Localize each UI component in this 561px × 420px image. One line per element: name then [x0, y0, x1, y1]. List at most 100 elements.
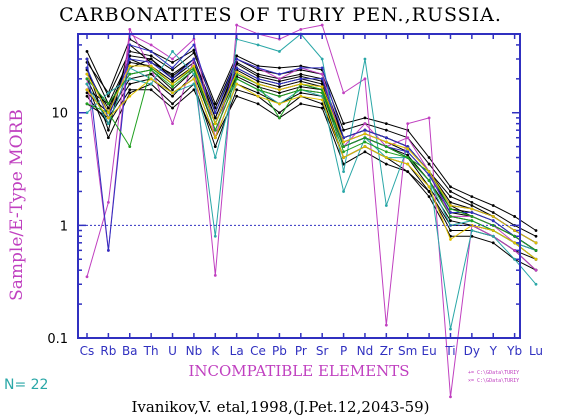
data-point [171, 122, 174, 126]
data-point [406, 136, 410, 140]
plot-frame [77, 33, 521, 339]
data-point [491, 204, 495, 207]
data-point [491, 223, 495, 227]
data-point [320, 72, 324, 76]
data-point [299, 77, 303, 81]
data-point [299, 72, 303, 76]
data-point [427, 156, 431, 159]
x-axis-label: INCOMPATIBLE ELEMENTS [188, 362, 410, 380]
data-point [342, 122, 345, 126]
data-point [320, 98, 324, 102]
data-point [449, 215, 452, 218]
data-point [363, 132, 367, 136]
data-point [256, 79, 260, 83]
data-point [299, 94, 303, 98]
data-point [427, 173, 431, 177]
data-point [149, 82, 153, 86]
data-point [363, 145, 367, 149]
data-point [149, 43, 153, 47]
data-point [213, 111, 217, 115]
data-point [427, 170, 431, 174]
data-point [299, 102, 303, 106]
data-point [235, 77, 239, 81]
data-point [106, 248, 110, 252]
data-point [278, 102, 281, 106]
data-point [363, 150, 367, 154]
data-point [513, 257, 517, 261]
data-point [491, 234, 495, 238]
data-point [278, 85, 281, 89]
data-point [299, 64, 303, 68]
data-point [320, 77, 324, 81]
data-point [149, 57, 153, 61]
series-line-20 [86, 69, 537, 260]
data-point [213, 102, 217, 106]
data-point [192, 64, 196, 68]
data-point [470, 204, 474, 207]
data-point [491, 219, 495, 223]
data-point [213, 234, 217, 238]
x-tick-label: Lu [529, 344, 543, 358]
y-tick-label: 1 [60, 219, 68, 234]
data-point [213, 116, 217, 120]
data-point [534, 248, 538, 252]
data-point [256, 94, 260, 98]
series-line-19 [86, 67, 537, 251]
data-point [85, 57, 89, 61]
data-point [470, 211, 474, 214]
series-line-5 [86, 73, 537, 251]
x-tick-label: Sm [398, 344, 417, 358]
data-point [128, 27, 132, 31]
data-point [534, 241, 538, 245]
data-point [299, 91, 303, 95]
x-tick-label: Dy [464, 344, 480, 358]
x-tick-label: Y [489, 344, 498, 358]
data-point [171, 88, 174, 92]
data-point [149, 50, 153, 53]
data-point [149, 54, 153, 58]
data-point [406, 122, 410, 126]
x-tick-label: Ba [122, 344, 138, 358]
data-point [278, 91, 281, 95]
data-point [470, 200, 474, 204]
x-tick-label: La [230, 344, 244, 358]
data-point [384, 323, 388, 327]
data-point [213, 128, 217, 132]
data-point [342, 145, 345, 149]
data-point [106, 122, 110, 126]
data-point [106, 128, 110, 132]
series-line-13 [86, 24, 537, 397]
data-point [192, 57, 196, 61]
y-ticks: 0.1 1 10 [47, 33, 520, 347]
data-point [320, 106, 324, 110]
data-point [106, 102, 110, 106]
data-point [171, 77, 174, 81]
series-line-10 [86, 88, 537, 271]
data-point [384, 162, 388, 166]
data-point [278, 66, 281, 70]
data-point [85, 66, 89, 70]
data-point [149, 64, 153, 68]
data-point [449, 211, 452, 214]
data-point [491, 229, 495, 232]
data-point [278, 94, 281, 98]
x-tick-label: Th [143, 344, 159, 358]
x-tick-label: P [340, 344, 347, 358]
data-point [106, 94, 110, 98]
data-point [256, 91, 260, 95]
y-tick-label: 0.1 [47, 332, 68, 347]
data-point [256, 102, 260, 106]
data-point [278, 77, 281, 81]
data-point [149, 88, 153, 92]
data-point [449, 229, 452, 232]
legend: += C:\GData\TURIY ×= C:\GData\TURIY [468, 369, 519, 385]
data-point [427, 116, 431, 120]
data-point [534, 268, 538, 272]
data-point [320, 91, 324, 95]
data-point [85, 88, 89, 92]
data-point [213, 122, 217, 126]
x-tick-label: Yb [506, 344, 522, 358]
series-layer [85, 23, 538, 399]
data-point [363, 128, 367, 132]
